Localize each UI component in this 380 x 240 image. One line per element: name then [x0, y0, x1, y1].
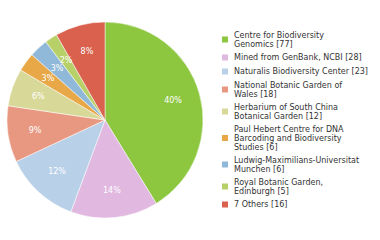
svg-text:14%: 14%: [103, 186, 121, 195]
svg-text:Genomics [77]: Genomics [77]: [234, 40, 293, 49]
svg-text:Mined from GenBank, NCBI [28]: Mined from GenBank, NCBI [28]: [234, 53, 362, 62]
svg-text:9%: 9%: [29, 126, 42, 135]
svg-text:40%: 40%: [164, 96, 182, 105]
svg-text:12%: 12%: [48, 167, 66, 176]
svg-text:Paul Hebert Centre for DNA: Paul Hebert Centre for DNA: [234, 125, 344, 134]
svg-text:Centre for Biodiversity: Centre for Biodiversity: [234, 31, 324, 40]
svg-text:National Botanic Garden of: National Botanic Garden of: [234, 81, 342, 90]
svg-text:Barcoding and Biodiversity: Barcoding and Biodiversity: [234, 134, 342, 143]
svg-text:Munchen [6]: Munchen [6]: [234, 165, 284, 174]
svg-text:Naturalis Biodiversity Center: Naturalis Biodiversity Center [23]: [234, 67, 368, 76]
svg-text:3%: 3%: [42, 74, 55, 83]
svg-text:7 Others [16]: 7 Others [16]: [234, 200, 287, 209]
svg-text:6%: 6%: [32, 92, 45, 101]
svg-text:2%: 2%: [60, 56, 73, 65]
svg-text:8%: 8%: [81, 47, 94, 56]
svg-text:3%: 3%: [50, 63, 64, 73]
svg-text:Studies [6]: Studies [6]: [234, 143, 278, 152]
svg-text:Royal Botanic Garden,: Royal Botanic Garden,: [234, 178, 323, 187]
svg-text:Wales [18]: Wales [18]: [234, 90, 277, 99]
svg-text:Botanical Garden [12]: Botanical Garden [12]: [234, 112, 322, 121]
svg-text:Ludwig-Maximilians-Universitat: Ludwig-Maximilians-Universitat: [234, 156, 359, 165]
svg-text:Edinburgh [5]: Edinburgh [5]: [234, 187, 289, 196]
svg-text:Herbarium of South China: Herbarium of South China: [234, 103, 338, 112]
